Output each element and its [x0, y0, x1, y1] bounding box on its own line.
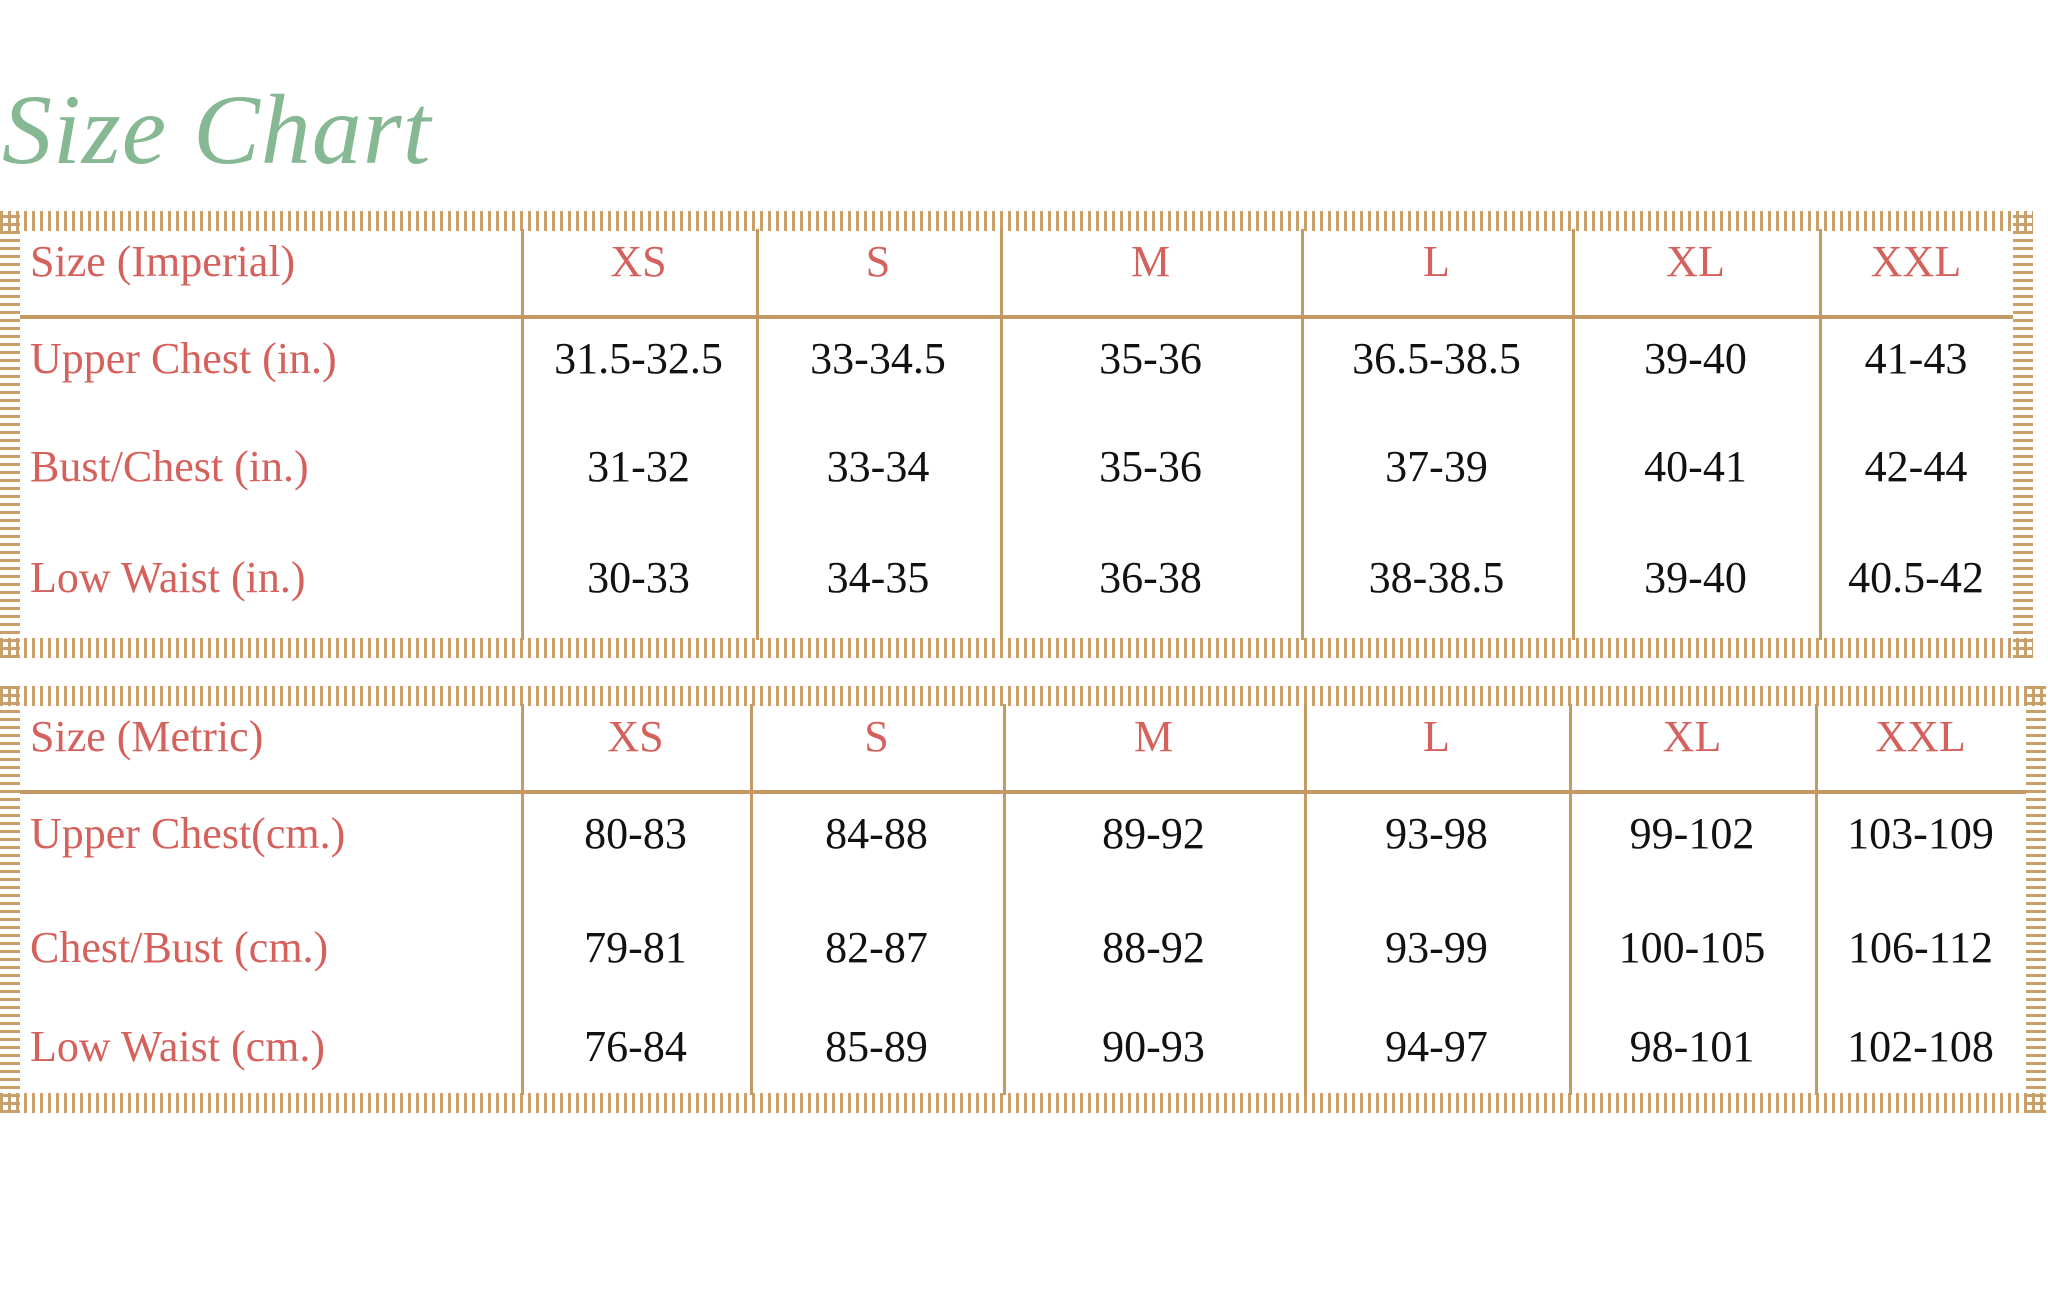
- cell: 98-101: [1629, 1022, 1755, 1071]
- border-left: [0, 686, 20, 1113]
- column-header: S: [865, 237, 891, 286]
- column-separator: [521, 704, 524, 1095]
- cell: 39-40: [1644, 334, 1747, 383]
- border-top: [0, 686, 2046, 706]
- cell: 84-88: [825, 809, 928, 858]
- cell: 37-39: [1385, 442, 1488, 491]
- border-right: [2013, 211, 2033, 658]
- cell: 38-38.5: [1368, 553, 1505, 602]
- row-label: Upper Chest(cm.): [30, 809, 346, 858]
- cell: 36.5-38.5: [1352, 334, 1521, 383]
- column-header: XXL: [1875, 712, 1966, 761]
- column-separator: [750, 704, 753, 1095]
- column-separator: [1003, 704, 1006, 1095]
- cell: 41-43: [1864, 334, 1968, 383]
- row-label: Bust/Chest (in.): [30, 442, 309, 491]
- cell: 79-81: [584, 923, 687, 972]
- column-separator: [1815, 704, 1818, 1095]
- border-right: [2026, 686, 2046, 1113]
- column-separator: [1304, 704, 1307, 1095]
- cell: 89-92: [1102, 809, 1205, 858]
- cell: 88-92: [1102, 923, 1205, 972]
- column-header: M: [1130, 237, 1171, 286]
- cell: 76-84: [584, 1022, 687, 1071]
- column-header: XL: [1662, 712, 1722, 761]
- column-separator: [756, 229, 759, 640]
- cell: 99-102: [1629, 809, 1755, 858]
- cell: 93-98: [1385, 809, 1488, 858]
- header-rule: [20, 315, 2013, 319]
- border-bottom: [0, 1093, 2046, 1113]
- row-label: Low Waist (in.): [30, 553, 306, 602]
- column-header: L: [1423, 712, 1450, 761]
- column-separator: [521, 229, 524, 640]
- cell: 35-36: [1099, 442, 1202, 491]
- column-header: L: [1423, 237, 1450, 286]
- cell: 31.5-32.5: [554, 334, 723, 383]
- cell: 82-87: [825, 923, 928, 972]
- column-header: XS: [610, 237, 667, 286]
- cell: 40-41: [1644, 442, 1747, 491]
- row-label: Size (Metric): [30, 712, 264, 761]
- column-separator: [1572, 229, 1575, 640]
- row-label: Chest/Bust (cm.): [30, 923, 329, 972]
- cell: 90-93: [1102, 1022, 1205, 1071]
- column-separator: [1819, 229, 1822, 640]
- column-header: S: [864, 712, 889, 761]
- title: Size Chart: [2, 74, 432, 185]
- cell: 36-38: [1099, 553, 1202, 602]
- row-label: Low Waist (cm.): [30, 1022, 326, 1071]
- border-bottom: [0, 638, 2033, 658]
- cell: 103-109: [1847, 809, 1994, 858]
- column-header: XXL: [1870, 237, 1962, 286]
- cell: 106-112: [1847, 923, 1994, 972]
- cell: 42-44: [1864, 442, 1968, 491]
- cell: 102-108: [1847, 1022, 1994, 1071]
- border-top: [0, 211, 2033, 231]
- column-header: XL: [1666, 237, 1725, 286]
- border-left: [0, 211, 20, 658]
- cell: 85-89: [825, 1022, 928, 1071]
- row-label: Upper Chest (in.): [30, 334, 337, 383]
- cell: 33-34.5: [810, 334, 946, 383]
- cell: 40.5-42: [1848, 553, 1984, 602]
- cell: 35-36: [1099, 334, 1202, 383]
- header-rule: [20, 790, 2026, 794]
- cell: 100-105: [1618, 923, 1766, 972]
- row-label: Size (Imperial): [30, 237, 296, 286]
- cell: 31-32: [587, 442, 690, 491]
- cell: 30-33: [587, 553, 690, 602]
- cell: 94-97: [1385, 1022, 1488, 1071]
- cell: 33-34: [826, 442, 930, 491]
- column-header: M: [1133, 712, 1174, 761]
- cell: 34-35: [826, 553, 930, 602]
- column-separator: [1569, 704, 1572, 1095]
- cell: 93-99: [1385, 923, 1488, 972]
- cell: 80-83: [584, 809, 687, 858]
- column-separator: [1301, 229, 1304, 640]
- column-separator: [1000, 229, 1003, 640]
- cell: 39-40: [1644, 553, 1747, 602]
- column-header: XS: [607, 712, 664, 761]
